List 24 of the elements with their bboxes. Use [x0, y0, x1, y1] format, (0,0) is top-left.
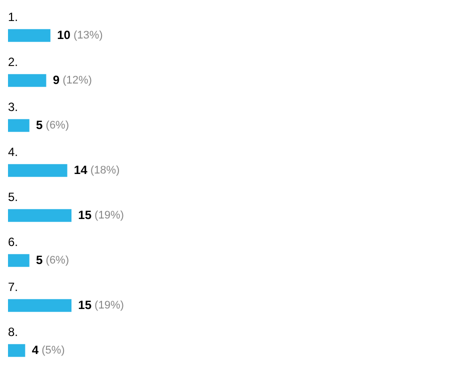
bar	[8, 209, 72, 222]
bar	[8, 164, 68, 177]
y-tick-label: 5.	[8, 190, 18, 204]
bar	[8, 254, 30, 267]
data-label: 10 (13%)	[57, 28, 103, 42]
y-tick-label: 2.	[8, 54, 18, 69]
y-tick-label: 6.	[8, 234, 18, 249]
data-label: 9 (12%)	[52, 72, 92, 87]
y-tick-label: 3.	[8, 100, 18, 114]
y-tick-label: 8.	[8, 324, 18, 339]
bar	[8, 74, 46, 87]
y-tick-label: 1.	[8, 10, 18, 24]
bar	[8, 29, 50, 42]
bar	[8, 344, 26, 357]
y-tick-label: 7.	[8, 280, 18, 294]
y-tick-label: 4.	[8, 144, 18, 159]
data-label: 15 (19%)	[78, 298, 124, 312]
data-label: 14 (18%)	[74, 162, 120, 177]
data-label: 4 (5%)	[32, 342, 65, 357]
bar	[8, 299, 72, 312]
data-label: 5 (6%)	[36, 118, 70, 132]
bar	[8, 119, 30, 132]
data-label: 15 (19%)	[78, 208, 124, 222]
data-label: 5 (6%)	[36, 252, 70, 267]
